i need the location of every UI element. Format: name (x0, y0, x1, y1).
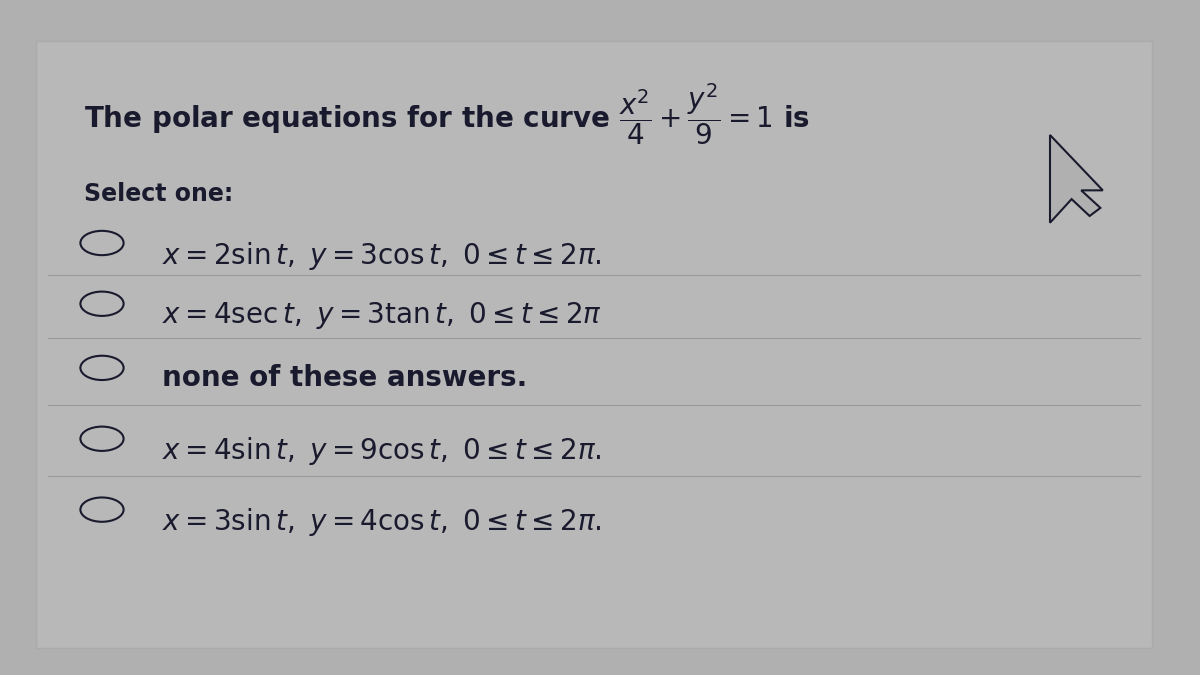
Polygon shape (1050, 135, 1103, 223)
Text: $x = 2\sin t,\ y = 3\cos t,\ 0 \leq t \leq 2\pi.$: $x = 2\sin t,\ y = 3\cos t,\ 0 \leq t \l… (162, 240, 601, 271)
Text: $x = 3\sin t,\ y = 4\cos t,\ 0 \leq t \leq 2\pi.$: $x = 3\sin t,\ y = 4\cos t,\ 0 \leq t \l… (162, 506, 601, 538)
FancyBboxPatch shape (36, 40, 1152, 648)
Text: $x = 4\sin t,\ y = 9\cos t,\ 0 \leq t \leq 2\pi.$: $x = 4\sin t,\ y = 9\cos t,\ 0 \leq t \l… (162, 435, 601, 467)
Text: none of these answers.: none of these answers. (162, 364, 527, 392)
Text: $x = 4\sec t,\ y = 3\tan t,\ 0 \leq t \leq 2\pi$: $x = 4\sec t,\ y = 3\tan t,\ 0 \leq t \l… (162, 300, 602, 331)
Text: The polar equations for the curve $\dfrac{x^2}{4} + \dfrac{y^2}{9} = 1$ is: The polar equations for the curve $\dfra… (84, 81, 810, 146)
Text: Select one:: Select one: (84, 182, 233, 207)
